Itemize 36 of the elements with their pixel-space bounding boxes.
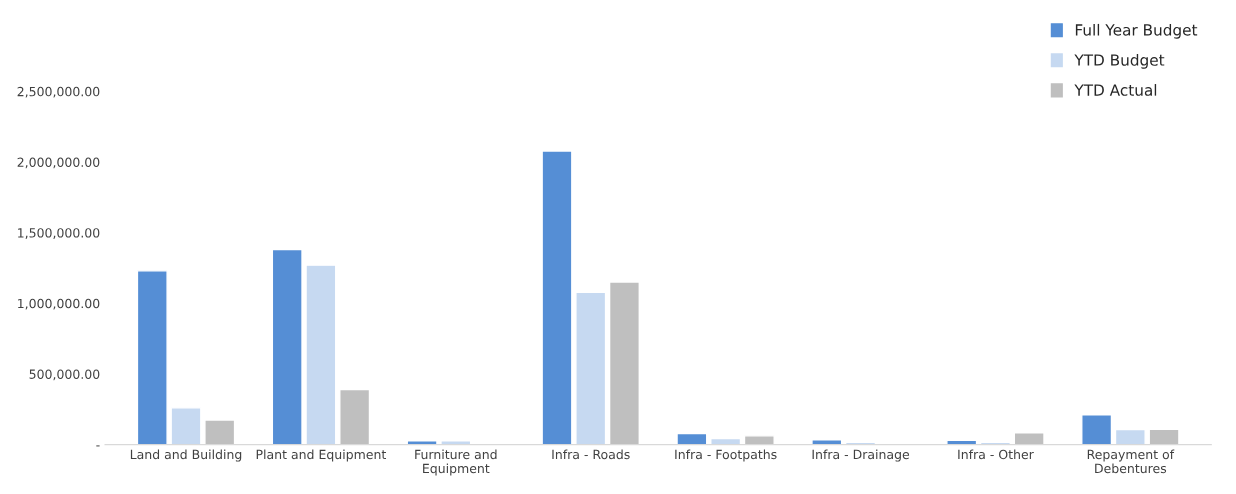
x-tick-label: Land and Building <box>130 449 242 462</box>
bar <box>1114 428 1146 445</box>
bar <box>406 440 438 445</box>
bar <box>541 150 573 445</box>
bar <box>608 281 640 445</box>
legend-label: Full Year Budget <box>1075 23 1198 39</box>
bar <box>1148 428 1180 445</box>
x-tick-label: Plant and Equipment <box>256 449 387 462</box>
legend-label: YTD Actual <box>1074 84 1157 96</box>
x-tick-label: Infra - Footpaths <box>675 449 777 462</box>
y-tick-label: 500,000.00 <box>29 369 100 381</box>
bar <box>440 440 472 445</box>
y-tick-label: 2,000,000.00 <box>17 157 100 169</box>
y-tick-label: 1,500,000.00 <box>18 228 100 239</box>
legend-label: YTD Budget <box>1074 53 1165 69</box>
y-tick-label: 2,500,000.00 <box>17 86 100 98</box>
x-tick-label: Infra - Other <box>958 449 1034 460</box>
bar <box>1081 414 1113 445</box>
y-tick-label: 1,000,000.00 <box>18 298 100 310</box>
bar <box>204 419 236 445</box>
y-tick-label: - <box>96 445 100 447</box>
x-tick-label: Furniture and Equipment <box>415 449 497 476</box>
x-tick-label: Repayment of Debentures <box>1087 449 1175 474</box>
bar <box>710 437 742 445</box>
x-tick-label: Infra - Drainage <box>812 449 910 462</box>
bar <box>271 248 303 445</box>
bar <box>575 291 607 445</box>
bar <box>170 407 202 445</box>
x-tick-label: Infra - Roads <box>552 449 630 460</box>
bar <box>676 432 708 445</box>
bar <box>811 439 843 445</box>
bar <box>743 435 775 445</box>
bar <box>1013 432 1045 445</box>
bar <box>136 270 168 445</box>
bar <box>305 264 337 445</box>
bar <box>339 388 371 445</box>
